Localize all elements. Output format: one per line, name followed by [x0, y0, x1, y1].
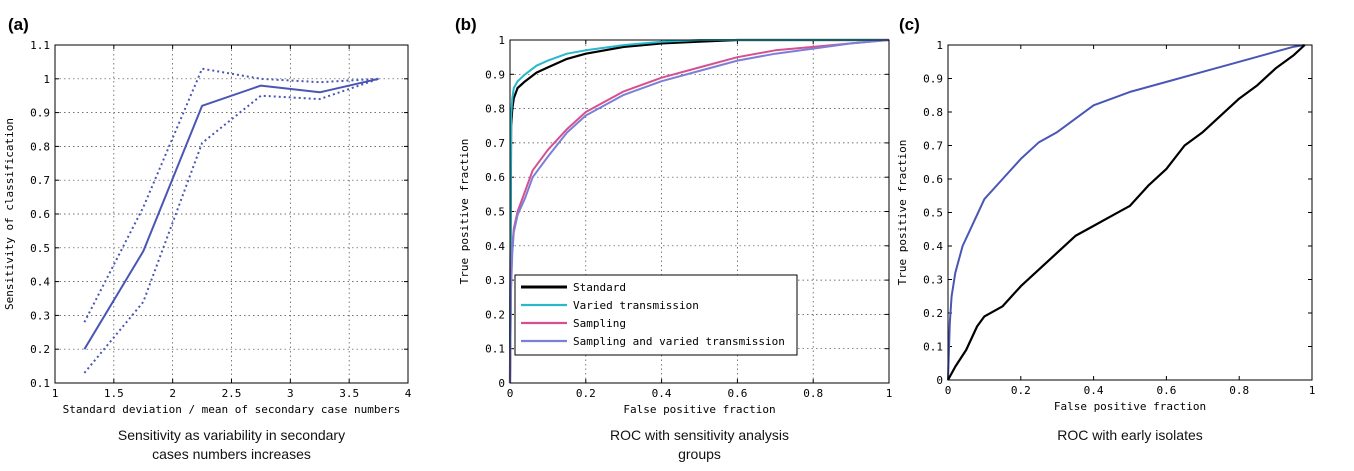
y-tick-label: 0.3 [30, 309, 50, 322]
y-tick-label: 0.1 [485, 343, 505, 356]
series-line-varied-transmission [509, 39, 889, 384]
x-tick-label: 2 [169, 387, 176, 400]
y-tick-label: 1 [936, 39, 943, 52]
x-tick-label: 0.6 [1156, 384, 1176, 397]
plot-frame [509, 39, 890, 384]
y-tick-label: 0.5 [485, 206, 505, 219]
legend-label: Sampling and varied transmission [573, 335, 785, 348]
x-tick-label: 3 [287, 387, 294, 400]
x-tick-label: 1 [52, 387, 59, 400]
legend-label: Varied transmission [573, 299, 699, 312]
series-line-series-0 [947, 44, 1305, 381]
y-tick-label: 0.3 [485, 274, 505, 287]
y-axis-label: True positive fraction [458, 139, 471, 285]
y-axis-label: True positive fraction [896, 140, 909, 286]
y-tick-label: 1 [43, 73, 50, 86]
y-tick-label: 0.4 [485, 240, 505, 253]
legend: Standard Varied transmission Sampling Sampl… [514, 274, 798, 356]
series-line-series-2 [83, 77, 379, 374]
y-tick-label: 0.2 [30, 343, 50, 356]
y-tick-label: 0.4 [923, 240, 943, 253]
panel-a: 1 1.5 2 2.5 3 3.5 4 0.1 0.2 0.3 0.4 0.5 0.6 0.7 0.8 0.9… [3, 15, 412, 462]
x-tick-label: 2.5 [222, 387, 242, 400]
x-tick-label: 0.4 [1084, 384, 1104, 397]
y-tick-label: 0.9 [485, 68, 505, 81]
y-tick-label: 0 [936, 374, 943, 387]
x-tick-label: 0 [945, 384, 952, 397]
y-tick-label: 0.9 [30, 107, 50, 120]
x-tick-label: 1 [886, 387, 893, 400]
y-tick-label: 0 [498, 377, 505, 390]
x-axis-label: False positive fraction [623, 403, 775, 416]
x-tick-label: 0.6 [727, 387, 747, 400]
y-tick-label: 0.1 [923, 341, 943, 354]
y-tick-label: 1 [498, 34, 505, 47]
x-axis-label: False positive fraction [1054, 400, 1206, 413]
y-tick-label: 0.7 [30, 174, 50, 187]
y-tick-label: 0.8 [485, 103, 505, 116]
series-line-series-1 [947, 44, 1306, 381]
y-tick-label: 0.6 [923, 173, 943, 186]
x-tick-label: 0.4 [652, 387, 672, 400]
x-tick-label: 0.2 [1011, 384, 1031, 397]
panel-label: (b) [455, 15, 477, 34]
panel-caption: cases numbers increases [152, 446, 311, 462]
panel-caption: Sensitivity as variability in secondary [118, 427, 345, 443]
y-tick-label: 0.9 [923, 73, 943, 86]
y-tick-label: 0.5 [923, 207, 943, 220]
y-tick-label: 0.5 [30, 242, 50, 255]
panel-b: 0 0.2 0.4 0.6 0.8 1 0 0.1 0.2 0.3 0.4 0.5 0.6 0.7 0.8 0… [455, 15, 892, 462]
x-tick-label: 1.5 [104, 387, 124, 400]
y-tick-label: 1.1 [30, 39, 50, 52]
panel-label: (a) [8, 15, 29, 34]
y-tick-label: 0.8 [923, 106, 943, 119]
panel-caption: ROC with early isolates [1057, 427, 1203, 443]
series-line-sampling-and-varied-transmission [509, 39, 890, 384]
y-tick-label: 0.2 [923, 307, 943, 320]
y-tick-label: 0.7 [485, 137, 505, 150]
x-tick-label: 0.8 [803, 387, 823, 400]
x-tick-label: 4 [405, 387, 412, 400]
panel-label: (c) [899, 15, 920, 34]
x-tick-label: 1 [1309, 384, 1316, 397]
plot-frame [54, 44, 409, 384]
y-tick-label: 0.6 [485, 171, 505, 184]
y-tick-label: 0.3 [923, 274, 943, 287]
panel-caption: ROC with sensitivity analysis [610, 427, 789, 443]
legend-label: Sampling [573, 317, 626, 330]
x-axis-label: Standard deviation / mean of secondary c… [63, 403, 401, 416]
x-tick-label: 3.5 [339, 387, 359, 400]
y-tick-label: 0.4 [30, 276, 50, 289]
panel-c: 0 0.2 0.4 0.6 0.8 1 0 0.1 0.2 0.3 0.4 0.5 0.6 0.7 0.8 0… [896, 15, 1315, 443]
x-tick-label: 0.8 [1229, 384, 1249, 397]
y-tick-label: 0.8 [30, 140, 50, 153]
panel-caption: groups [678, 446, 721, 462]
legend-label: Standard [573, 281, 626, 294]
y-tick-label: 0.7 [923, 140, 943, 153]
x-tick-label: 0 [507, 387, 514, 400]
x-tick-label: 0.2 [576, 387, 596, 400]
plot-frame [947, 44, 1313, 381]
series-line-series-0 [83, 77, 379, 350]
y-tick-label: 0.6 [30, 208, 50, 221]
y-tick-label: 0.2 [485, 308, 505, 321]
y-tick-label: 0.1 [30, 377, 50, 390]
y-axis-label: Sensitivity of classification [3, 118, 16, 310]
